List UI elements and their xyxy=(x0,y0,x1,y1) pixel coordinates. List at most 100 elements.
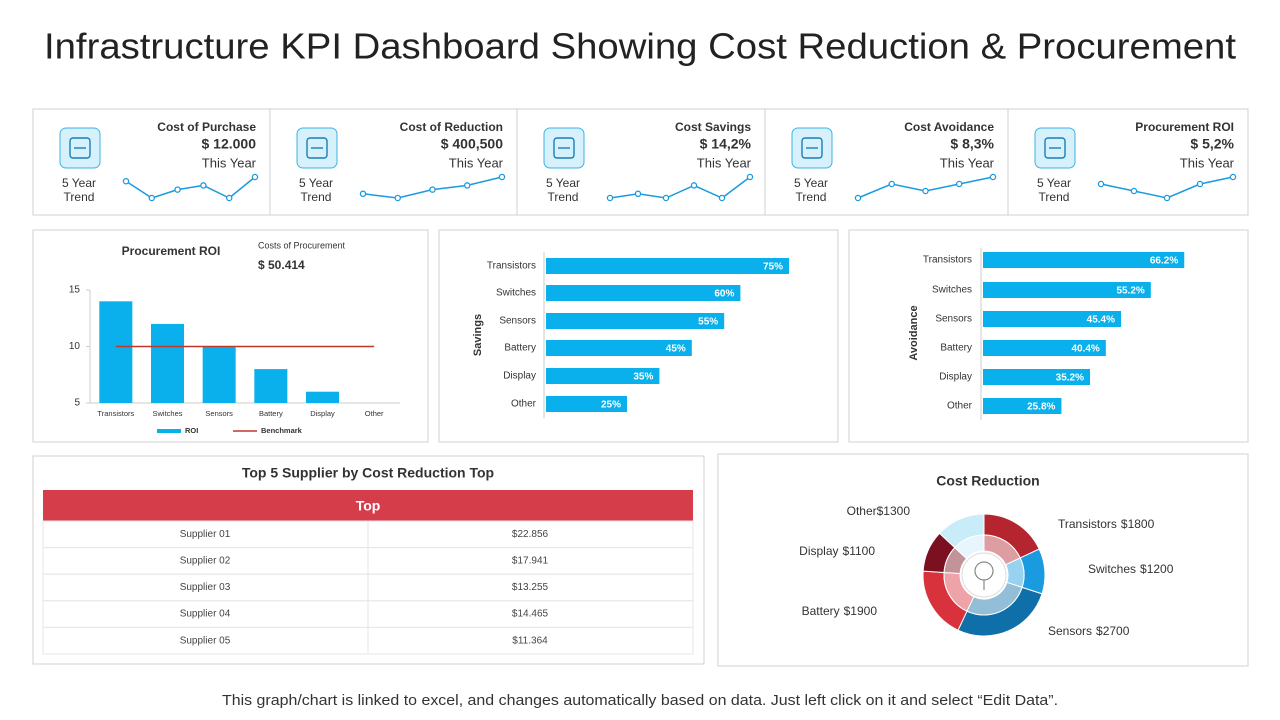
trend-label: 5 Year Trend xyxy=(1036,176,1072,204)
chart-subtitle: Costs of Procurement xyxy=(258,240,346,250)
slice-value: $2700 xyxy=(1096,624,1130,638)
category-label: Sensors xyxy=(499,316,536,327)
category-label: Switches xyxy=(932,285,972,296)
table-header xyxy=(43,490,693,521)
kpi-period: This Year xyxy=(697,155,752,170)
sparkline-point xyxy=(463,182,471,189)
kpi-period: This Year xyxy=(1180,155,1235,170)
sparkline-point xyxy=(174,186,181,193)
trend-label: 5 Year Trend xyxy=(61,176,97,204)
legend-swatch xyxy=(157,429,181,433)
kpi-name: Cost Savings xyxy=(675,120,751,134)
trend-label: 5 Year Trend xyxy=(298,176,334,204)
sparkline-point xyxy=(148,194,156,202)
sparkline-point xyxy=(394,194,401,202)
slice-value: $1900 xyxy=(844,604,878,618)
bar xyxy=(983,369,1091,385)
table-header-text: Top xyxy=(356,498,381,514)
footer-note: This graph/chart is linked to excel, and… xyxy=(222,692,1058,709)
bar xyxy=(983,311,1122,327)
axis-title: Savings xyxy=(472,314,484,356)
sparkline-point xyxy=(1196,180,1204,188)
slice-label: Other$1300 xyxy=(847,504,911,518)
value-label: 35% xyxy=(633,372,653,383)
sparkline-point xyxy=(634,190,642,198)
table-cell: $14.465 xyxy=(512,609,549,620)
value-label: 66.2% xyxy=(1150,256,1178,267)
bar xyxy=(983,340,1106,356)
bar xyxy=(151,323,184,403)
slice-value: $1800 xyxy=(1121,517,1155,531)
value-label: 55% xyxy=(698,317,718,328)
table-cell: Supplier 04 xyxy=(180,609,231,620)
x-tick-label: Sensors xyxy=(205,409,233,418)
sparkline-point xyxy=(1130,187,1138,195)
kpi-period: This Year xyxy=(449,155,504,170)
category-label: Battery xyxy=(940,343,972,354)
trend-label: 5 Year Trend xyxy=(545,176,581,204)
value-label: 75% xyxy=(763,262,783,273)
value-label: 55.2% xyxy=(1116,286,1144,297)
x-tick-label: Display xyxy=(310,409,335,418)
kpi-value: $ 12.000 xyxy=(202,136,257,152)
sparkline-point xyxy=(1229,173,1237,181)
kpi-name: Cost of Purchase xyxy=(157,120,256,134)
kpi-name: Procurement ROI xyxy=(1135,120,1234,134)
slice-category: Other xyxy=(847,504,877,518)
slice-value: $1200 xyxy=(1140,562,1174,576)
kpi-name: Cost Avoidance xyxy=(904,120,994,134)
value-label: 40.4% xyxy=(1071,344,1099,355)
table-cell: Supplier 05 xyxy=(180,635,231,646)
category-label: Transistors xyxy=(487,261,536,272)
bar xyxy=(254,369,288,403)
slice-label: Display $1100 xyxy=(799,544,875,558)
sparkline-point xyxy=(922,187,929,195)
sparkline-point xyxy=(122,177,130,185)
sparkline xyxy=(609,176,751,199)
sparkline-point xyxy=(359,190,367,198)
category-label: Transistors xyxy=(923,255,972,266)
sparkline-point xyxy=(429,186,436,193)
y-tick-label: 5 xyxy=(74,398,80,409)
table-cell: Supplier 02 xyxy=(180,556,231,567)
sparkline-point xyxy=(1163,194,1171,202)
slice-category: Battery xyxy=(802,604,840,618)
legend-label: Benchmark xyxy=(261,426,303,435)
sparkline-point xyxy=(854,194,862,202)
slice-category: Transistors xyxy=(1058,517,1117,531)
table-cell: $13.255 xyxy=(512,582,549,593)
kpi-period: This Year xyxy=(940,155,995,170)
legend-label: ROI xyxy=(185,426,198,435)
bar xyxy=(546,368,660,384)
table-cell: $22.856 xyxy=(512,529,549,540)
kpi-icon-glyph xyxy=(306,137,328,159)
kpi-icon-glyph xyxy=(801,137,823,159)
sparkline xyxy=(125,176,256,199)
slice-value: $1100 xyxy=(843,544,876,558)
category-label: Battery xyxy=(504,343,536,354)
slice-label: Battery $1900 xyxy=(802,604,878,618)
sparkline-point xyxy=(690,182,698,189)
donut-inner-segment xyxy=(954,534,985,560)
slice-category: Display xyxy=(799,544,838,558)
kpi-icon-glyph xyxy=(1044,137,1066,159)
kpi-value: $ 8,3% xyxy=(950,136,994,152)
table-cell: Supplier 03 xyxy=(180,582,231,593)
sparkline-point xyxy=(718,194,726,202)
kpi-value: $ 400,500 xyxy=(441,136,503,152)
panel xyxy=(32,229,429,443)
x-tick-label: Switches xyxy=(152,409,182,418)
sparkline-point xyxy=(989,173,997,181)
value-label: 25% xyxy=(601,400,621,411)
y-tick-label: 15 xyxy=(69,285,81,296)
value-label: 45% xyxy=(666,344,686,355)
category-label: Sensors xyxy=(935,314,972,325)
slice-value: $1300 xyxy=(877,504,911,518)
sparkline-point xyxy=(498,173,506,181)
slice-label: Switches $1200 xyxy=(1088,562,1174,576)
slice-label: Transistors $1800 xyxy=(1058,517,1155,531)
bar xyxy=(546,396,627,412)
bar xyxy=(983,398,1062,414)
